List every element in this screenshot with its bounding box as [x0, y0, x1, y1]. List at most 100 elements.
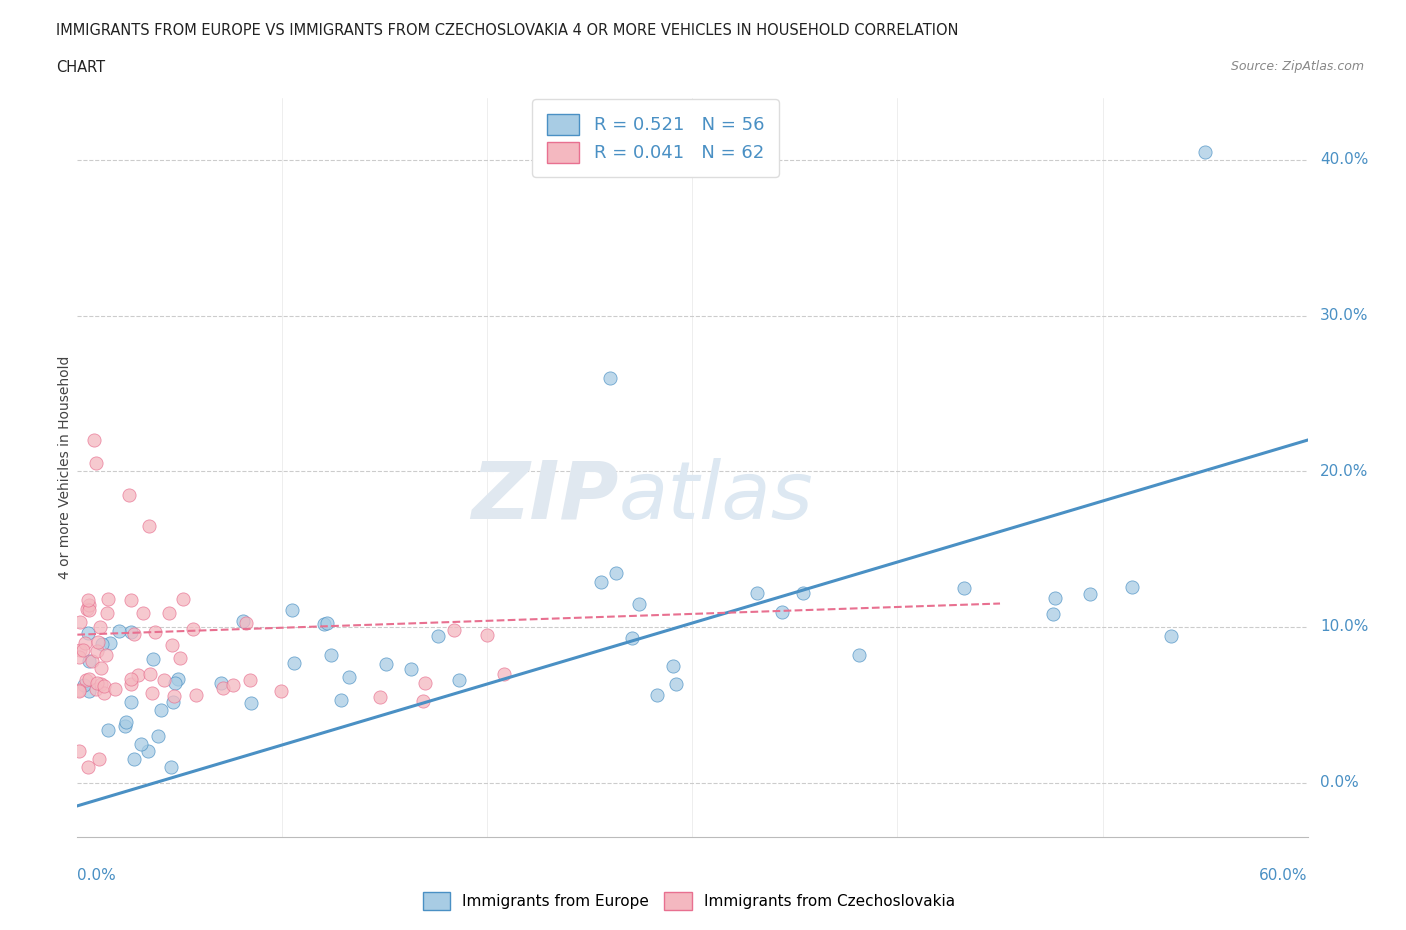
- Text: CHART: CHART: [56, 60, 105, 75]
- Point: [792, 585, 814, 600]
- Point: [148, 728, 170, 743]
- Point: [169, 651, 191, 666]
- Point: [83, 432, 105, 447]
- Point: [368, 690, 391, 705]
- Point: [79, 598, 101, 613]
- Text: 0.0%: 0.0%: [77, 868, 117, 883]
- Point: [848, 647, 870, 662]
- Point: [90, 676, 112, 691]
- Point: [120, 592, 142, 607]
- Point: [84, 456, 107, 471]
- Point: [69, 615, 91, 630]
- Point: [104, 682, 127, 697]
- Point: [209, 675, 232, 690]
- Point: [153, 672, 176, 687]
- Point: [77, 625, 100, 640]
- Point: [143, 624, 166, 639]
- Point: [76, 760, 98, 775]
- Point: [108, 623, 131, 638]
- Point: [222, 678, 245, 693]
- Point: [117, 487, 139, 502]
- Legend: R = 0.521   N = 56, R = 0.041   N = 62: R = 0.521 N = 56, R = 0.041 N = 62: [533, 100, 779, 177]
- Point: [98, 636, 121, 651]
- Point: [235, 616, 257, 631]
- Point: [1042, 607, 1064, 622]
- Point: [120, 671, 142, 686]
- Point: [745, 586, 768, 601]
- Point: [1160, 629, 1182, 644]
- Point: [312, 617, 335, 631]
- Point: [67, 650, 90, 665]
- Point: [67, 683, 90, 698]
- Point: [662, 658, 685, 673]
- Point: [186, 687, 208, 702]
- Point: [599, 370, 621, 385]
- Point: [329, 692, 352, 707]
- Point: [315, 616, 337, 631]
- Point: [399, 661, 422, 676]
- Point: [73, 636, 96, 651]
- Point: [69, 643, 91, 658]
- Point: [94, 648, 117, 663]
- Point: [166, 671, 188, 686]
- Point: [127, 668, 149, 683]
- Point: [449, 672, 471, 687]
- Point: [93, 685, 115, 700]
- Text: IMMIGRANTS FROM EUROPE VS IMMIGRANTS FROM CZECHOSLOVAKIA 4 OR MORE VEHICLES IN H: IMMIGRANTS FROM EUROPE VS IMMIGRANTS FRO…: [56, 23, 959, 38]
- Point: [605, 565, 627, 580]
- Point: [67, 744, 90, 759]
- Point: [97, 592, 120, 607]
- Y-axis label: 4 or more Vehicles in Household: 4 or more Vehicles in Household: [58, 355, 72, 579]
- Point: [665, 677, 688, 692]
- Point: [86, 644, 108, 658]
- Point: [77, 603, 100, 618]
- Text: 60.0%: 60.0%: [1260, 868, 1308, 883]
- Point: [270, 684, 292, 698]
- Text: 30.0%: 30.0%: [1320, 308, 1368, 323]
- Point: [953, 580, 976, 595]
- Point: [1121, 579, 1143, 594]
- Point: [96, 605, 118, 620]
- Text: 20.0%: 20.0%: [1320, 464, 1368, 479]
- Point: [163, 675, 186, 690]
- Point: [211, 681, 233, 696]
- Point: [589, 575, 612, 590]
- Point: [76, 602, 98, 617]
- Point: [412, 694, 434, 709]
- Point: [281, 603, 304, 618]
- Point: [87, 635, 110, 650]
- Point: [232, 614, 254, 629]
- Point: [162, 695, 184, 710]
- Point: [93, 678, 115, 693]
- Point: [494, 667, 516, 682]
- Point: [1043, 591, 1066, 606]
- Point: [149, 703, 172, 718]
- Text: 40.0%: 40.0%: [1320, 153, 1368, 167]
- Point: [76, 592, 98, 607]
- Point: [73, 678, 96, 693]
- Point: [426, 629, 449, 644]
- Point: [415, 675, 437, 690]
- Point: [132, 605, 155, 620]
- Point: [86, 682, 108, 697]
- Point: [80, 653, 103, 668]
- Point: [90, 660, 112, 675]
- Point: [239, 696, 262, 711]
- Point: [621, 631, 644, 645]
- Point: [141, 685, 163, 700]
- Point: [157, 605, 180, 620]
- Point: [86, 675, 108, 690]
- Legend: Immigrants from Europe, Immigrants from Czechoslovakia: Immigrants from Europe, Immigrants from …: [415, 884, 963, 918]
- Text: 10.0%: 10.0%: [1320, 619, 1368, 634]
- Point: [72, 643, 94, 658]
- Point: [172, 591, 194, 606]
- Point: [138, 518, 160, 533]
- Point: [645, 687, 668, 702]
- Text: 0.0%: 0.0%: [1320, 775, 1358, 790]
- Point: [75, 672, 97, 687]
- Point: [120, 695, 142, 710]
- Point: [67, 684, 90, 698]
- Point: [443, 622, 465, 637]
- Point: [477, 627, 499, 642]
- Point: [120, 624, 142, 639]
